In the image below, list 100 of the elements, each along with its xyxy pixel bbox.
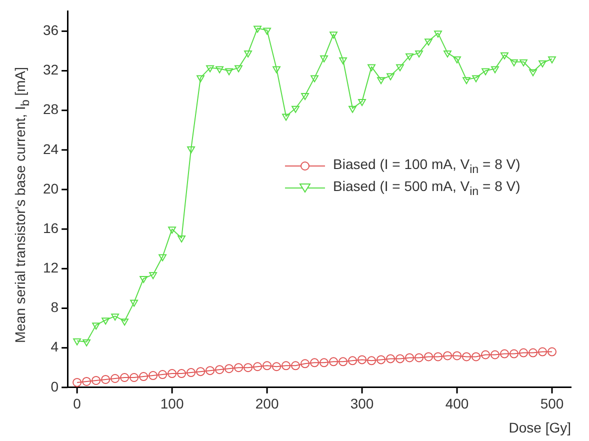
point <box>320 55 328 62</box>
x-tick-label: 200 <box>255 396 279 412</box>
point <box>254 26 262 33</box>
y-tick-label: 36 <box>42 22 59 38</box>
point <box>301 93 310 100</box>
point <box>500 349 510 358</box>
point <box>339 57 347 64</box>
x-tick-label: 300 <box>350 396 374 412</box>
point <box>443 351 452 360</box>
point <box>510 59 518 66</box>
point <box>434 352 443 362</box>
point <box>434 30 442 38</box>
point <box>368 64 376 72</box>
y-tick-label: 20 <box>42 180 59 196</box>
point <box>462 77 470 84</box>
point <box>234 363 244 372</box>
x-axis-title: Dose [Gy] <box>508 419 571 436</box>
point <box>520 59 528 66</box>
point <box>291 361 300 370</box>
point <box>225 68 234 76</box>
point <box>139 372 148 382</box>
point <box>168 226 176 234</box>
point <box>234 65 243 72</box>
point <box>538 347 548 356</box>
point <box>348 106 356 113</box>
point <box>491 66 499 74</box>
point <box>538 60 546 68</box>
point <box>452 351 462 360</box>
point <box>338 357 348 366</box>
point <box>548 347 557 356</box>
point <box>73 338 82 346</box>
point <box>92 322 100 330</box>
point <box>158 370 168 380</box>
point <box>120 373 130 382</box>
point <box>529 69 537 76</box>
y-tick-label: 0 <box>50 378 59 394</box>
point <box>262 361 272 370</box>
point <box>292 106 300 113</box>
x-tick-label: 500 <box>540 396 564 412</box>
y-tick-label: 12 <box>42 260 59 276</box>
point <box>82 376 92 386</box>
point <box>453 56 461 64</box>
point <box>110 374 120 383</box>
point <box>178 235 186 242</box>
x-tick-label: 400 <box>445 396 469 412</box>
point <box>82 339 91 346</box>
point <box>405 353 414 362</box>
y-tick-label: 8 <box>50 299 59 316</box>
point <box>367 356 376 366</box>
point <box>329 357 338 366</box>
point <box>282 114 290 121</box>
point <box>196 367 206 376</box>
point <box>444 50 452 58</box>
point <box>120 318 129 326</box>
point <box>310 358 320 368</box>
point <box>348 356 358 366</box>
point <box>462 352 472 362</box>
point <box>244 363 253 372</box>
point <box>206 366 215 376</box>
point <box>148 371 158 380</box>
point <box>519 348 528 358</box>
point <box>102 318 110 325</box>
point <box>376 355 386 364</box>
point <box>101 374 110 384</box>
point <box>472 75 480 82</box>
point <box>130 373 139 382</box>
point <box>187 146 196 154</box>
point <box>177 369 186 378</box>
x-tick-label: 0 <box>73 396 82 412</box>
point <box>490 350 500 360</box>
point <box>140 276 148 284</box>
point <box>310 75 318 82</box>
point <box>244 50 252 58</box>
point <box>481 350 490 360</box>
point <box>224 364 234 374</box>
point <box>272 362 282 372</box>
point <box>92 376 101 385</box>
point <box>472 352 481 362</box>
point <box>358 355 367 364</box>
point <box>330 32 338 39</box>
point <box>528 348 538 358</box>
point <box>215 365 224 374</box>
point <box>386 354 396 364</box>
y-tick-label: 16 <box>42 220 59 236</box>
point <box>149 272 158 280</box>
point <box>196 75 205 82</box>
point <box>414 353 424 362</box>
point <box>263 28 272 35</box>
point <box>377 77 385 84</box>
point <box>272 66 281 74</box>
point <box>158 254 167 262</box>
point <box>186 368 196 378</box>
y-tick-label: 28 <box>42 101 59 118</box>
point <box>482 68 490 76</box>
point <box>548 56 556 64</box>
legend-label: Biased (I = 500 mA, V$_{in}$ = 8 V) <box>333 178 520 198</box>
y-tick-label: 4 <box>50 338 59 355</box>
point <box>424 38 432 46</box>
point <box>386 73 394 80</box>
point <box>282 361 291 370</box>
